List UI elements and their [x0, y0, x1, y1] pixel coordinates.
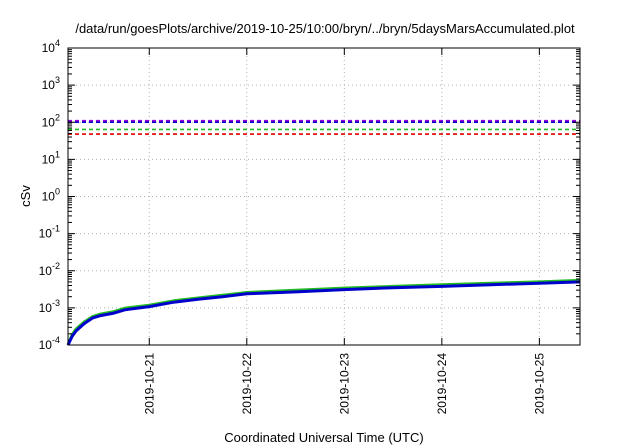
x-tick-label: 2019-10-23 — [337, 353, 351, 415]
series-line — [66, 280, 581, 346]
series-group — [66, 278, 581, 346]
x-tick-label: 2019-10-22 — [240, 353, 254, 415]
y-tick-label: 100 — [42, 187, 60, 204]
y-tick-label: 102 — [42, 112, 60, 129]
y-tick-label: 104 — [42, 38, 60, 55]
grid — [68, 48, 580, 345]
reference-lines — [68, 119, 580, 135]
chart-title: /data/run/goesPlots/archive/2019-10-25/1… — [75, 21, 575, 36]
y-tick-label: 10-4 — [39, 335, 60, 352]
y-axis: 10-4 10-3 10-2 10-1 100 101 102 103 104 — [39, 38, 580, 352]
y-tick-label: 103 — [42, 75, 60, 92]
x-tick-label: 2019-10-24 — [435, 353, 449, 415]
x-tick-label: 2019-10-21 — [142, 353, 156, 415]
y-axis-label: cSv — [18, 185, 33, 207]
y-tick-label: 101 — [42, 149, 60, 166]
x-axis: 2019-10-21 2019-10-22 2019-10-23 2019-10-24… — [142, 48, 546, 414]
x-axis-label: Coordinated Universal Time (UTC) — [224, 430, 423, 445]
y-tick-label: 10-1 — [39, 224, 60, 241]
y-tick-label: 10-3 — [39, 298, 60, 315]
y-tick-label: 10-2 — [39, 261, 60, 278]
x-tick-label: 2019-10-25 — [532, 353, 546, 415]
